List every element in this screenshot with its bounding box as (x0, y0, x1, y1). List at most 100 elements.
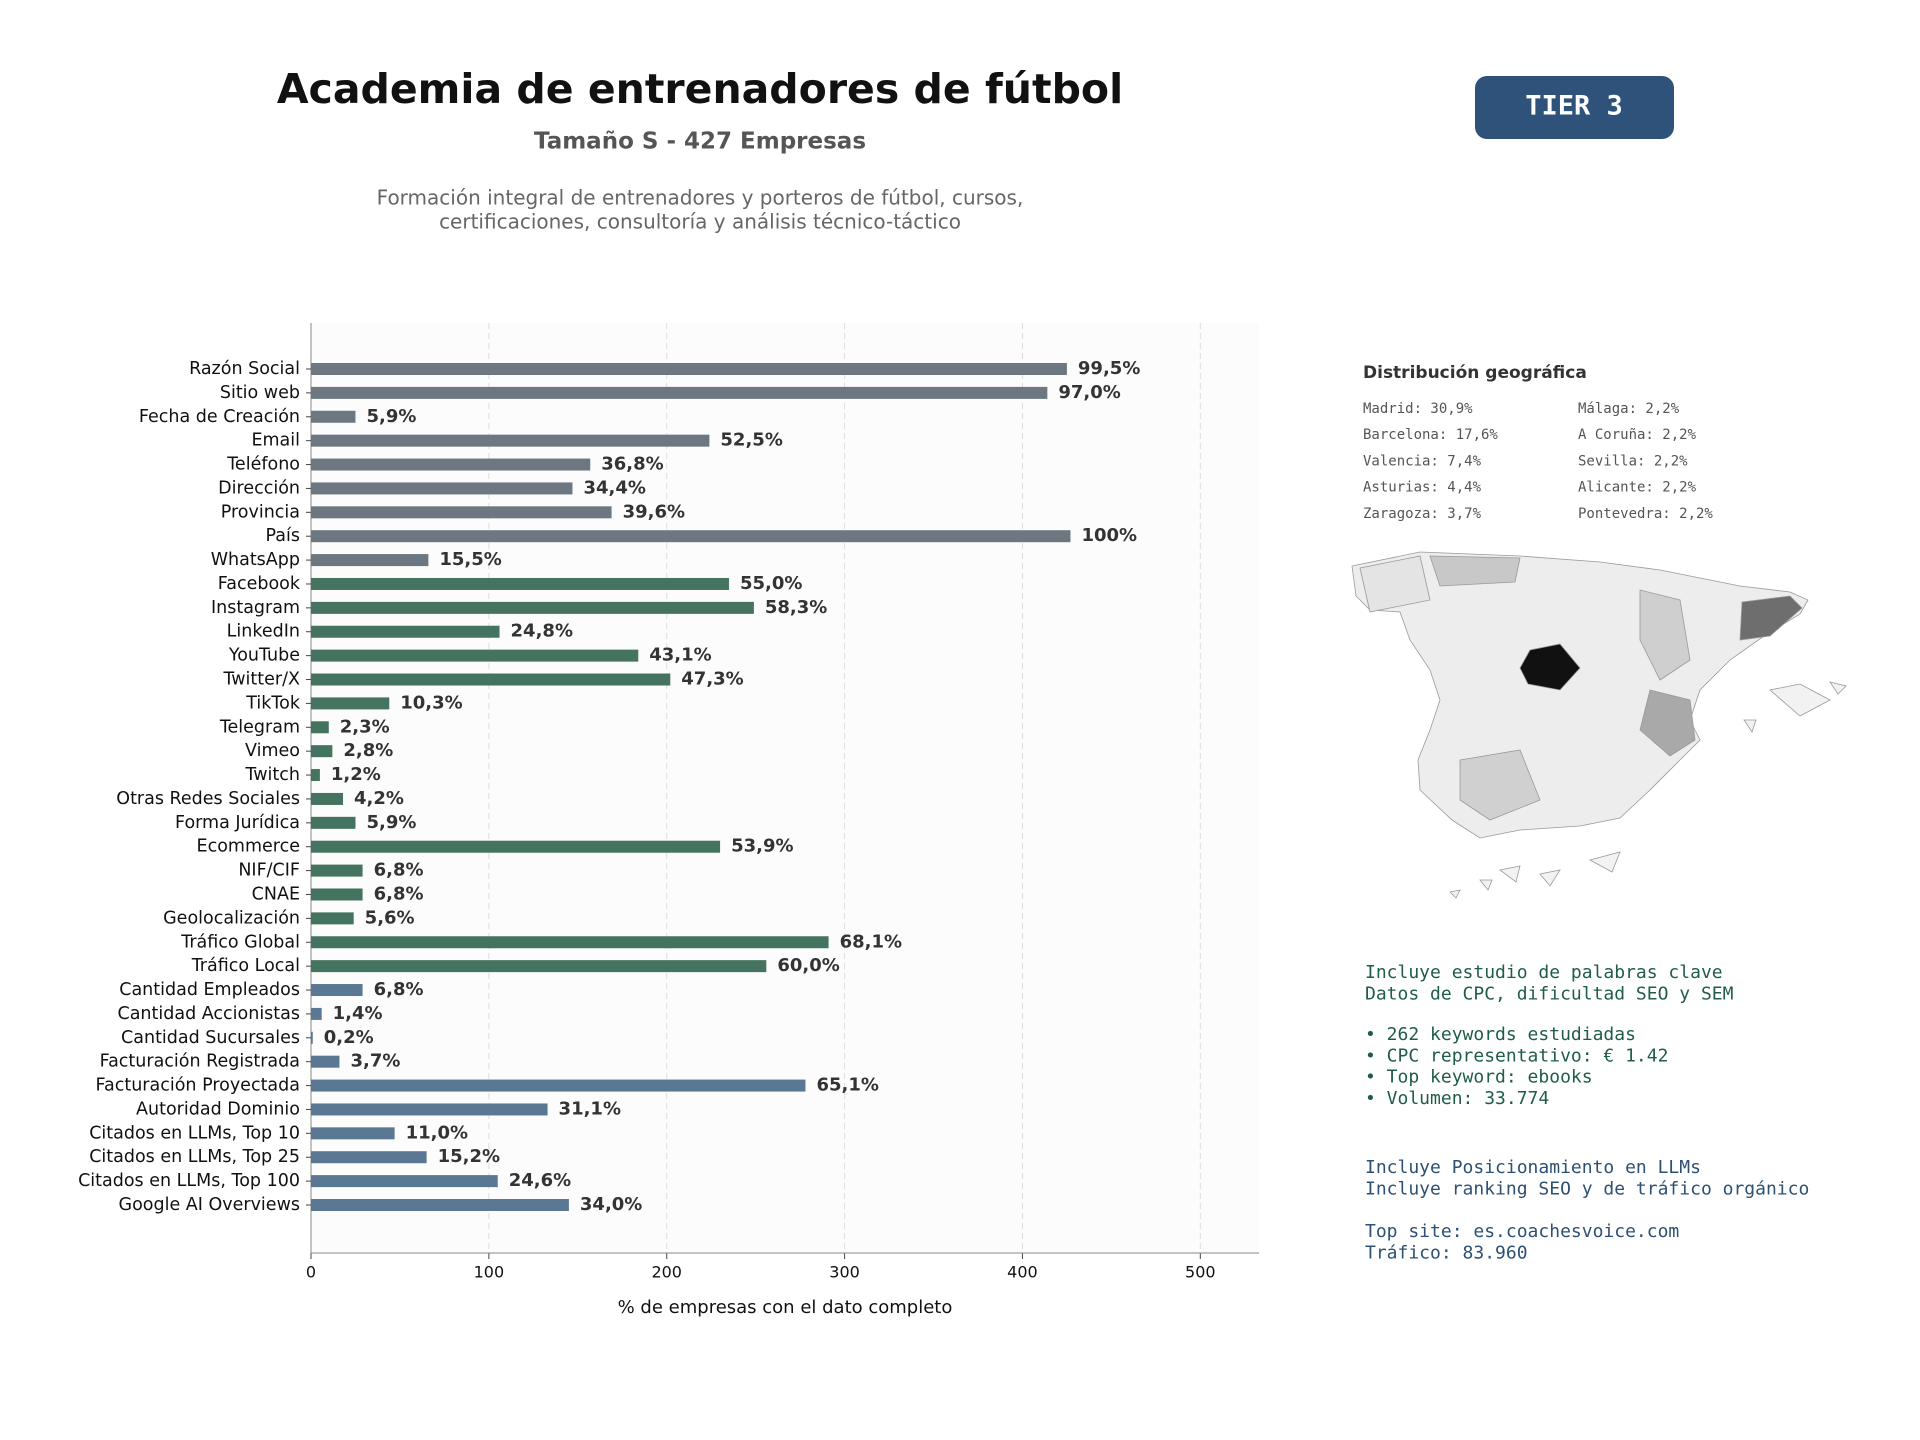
bar (311, 625, 500, 638)
y-tick-label: Email (251, 431, 300, 451)
y-tick-label: Cantidad Accionistas (117, 1004, 300, 1024)
bar (311, 745, 333, 758)
value-label: 53,9% (731, 836, 793, 857)
y-tick-label: NIF/CIF (238, 861, 300, 881)
bar (311, 960, 767, 973)
x-tick-label: 100 (474, 1263, 505, 1282)
value-label: 3,7% (350, 1051, 400, 1072)
bar (311, 1007, 322, 1020)
geo-item: Sevilla: 2,2% (1578, 453, 1688, 469)
value-label: 100% (1081, 525, 1137, 546)
map-islands (1449, 851, 1621, 899)
bar (311, 1055, 340, 1068)
bar (311, 792, 344, 805)
keyword-intro: Datos de CPC, dificultad SEO y SEM (1365, 983, 1734, 1004)
y-tick-label: Facebook (218, 574, 301, 594)
bar (311, 816, 356, 829)
y-tick-label: Ecommerce (197, 837, 300, 857)
value-label: 65,1% (816, 1075, 878, 1096)
bar (311, 936, 829, 949)
y-tick-label: Otras Redes Sociales (116, 789, 300, 809)
bar (311, 864, 363, 877)
bar (311, 554, 429, 567)
bar (311, 1127, 395, 1140)
value-label: 15,5% (439, 549, 501, 570)
y-tick-label: Google AI Overviews (119, 1195, 300, 1215)
y-tick-label: Facturación Registrada (100, 1052, 300, 1072)
geo-item: Valencia: 7,4% (1363, 453, 1482, 469)
bar (311, 1151, 427, 1164)
geo-item: Alicante: 2,2% (1578, 480, 1697, 496)
y-tick-label: YouTube (228, 646, 300, 666)
keyword-bullet: • Top keyword: ebooks (1365, 1067, 1593, 1088)
bar (311, 673, 671, 686)
llm-intro: Incluye ranking SEO y de tráfico orgánic… (1365, 1178, 1809, 1199)
y-tick-label: Fecha de Creación (139, 407, 300, 427)
spain-map (1351, 551, 1847, 899)
plot-area (311, 323, 1259, 1253)
value-label: 36,8% (601, 454, 663, 475)
bar (311, 912, 354, 925)
bar (311, 1175, 498, 1188)
value-label: 2,8% (343, 740, 393, 761)
y-tick-label: Citados en LLMs, Top 100 (78, 1171, 300, 1191)
value-label: 31,1% (559, 1098, 621, 1119)
bar (311, 363, 1067, 375)
geo-item: A Coruña: 2,2% (1578, 427, 1697, 443)
y-tick-label: Provincia (221, 502, 300, 522)
value-label: 43,1% (649, 645, 711, 666)
bar (311, 1031, 313, 1044)
bar (311, 458, 591, 471)
value-label: 58,3% (765, 597, 827, 618)
description: certificaciones, consultoría y análisis … (439, 210, 961, 234)
bar (311, 1103, 548, 1116)
map-island (1743, 719, 1757, 733)
description: Formación integral de entrenadores y por… (377, 186, 1024, 210)
value-label: 97,0% (1058, 382, 1120, 403)
value-label: 47,3% (681, 669, 743, 690)
value-label: 6,8% (374, 883, 424, 904)
y-tick-label: Dirección (218, 478, 300, 498)
geo-item: Málaga: 2,2% (1578, 401, 1680, 417)
x-tick-label: 500 (1185, 1263, 1216, 1282)
bar (311, 721, 329, 734)
y-tick-label: Geolocalización (163, 908, 300, 928)
y-tick-label: Teléfono (226, 455, 300, 475)
value-label: 39,6% (623, 501, 685, 522)
y-tick-label: Cantidad Empleados (119, 980, 300, 1000)
value-label: 5,6% (365, 907, 415, 928)
bar (311, 434, 710, 447)
geo-title: Distribución geográfica (1363, 363, 1587, 383)
value-label: 0,2% (324, 1027, 374, 1048)
y-tick-label: Autoridad Dominio (136, 1099, 300, 1119)
llm-top-site: Top site: es.coachesvoice.com (1365, 1221, 1679, 1242)
keyword-bullet: • Volumen: 33.774 (1365, 1088, 1549, 1109)
value-label: 99,5% (1078, 358, 1140, 379)
map-region (1639, 689, 1696, 757)
geo-item: Asturias: 4,4% (1363, 480, 1482, 496)
map-region (1639, 589, 1691, 681)
bar (311, 697, 390, 710)
chart-title: Academia de entrenadores de fútbol (277, 65, 1123, 113)
x-axis-label: % de empresas con el dato completo (618, 1297, 953, 1318)
value-label: 6,8% (374, 860, 424, 881)
map-island (1769, 683, 1831, 717)
y-tick-label: Sitio web (220, 383, 300, 403)
y-tick-label: Citados en LLMs, Top 25 (89, 1147, 300, 1167)
map-region (1459, 749, 1541, 821)
keyword-bullet: • CPC representativo: € 1.42 (1365, 1045, 1668, 1066)
geo-item: Zaragoza: 3,7% (1363, 506, 1482, 522)
bar (311, 601, 754, 614)
bar (311, 530, 1071, 543)
x-tick-label: 200 (651, 1263, 682, 1282)
bar (311, 1079, 806, 1092)
value-label: 34,0% (580, 1194, 642, 1215)
map-region (1739, 595, 1803, 641)
llm-top-site: Tráfico: 83.960 (1365, 1242, 1528, 1263)
x-tick-label: 0 (306, 1263, 316, 1282)
bar (311, 888, 363, 901)
value-label: 1,2% (331, 764, 381, 785)
value-label: 15,2% (438, 1146, 500, 1167)
bar (311, 1199, 569, 1211)
